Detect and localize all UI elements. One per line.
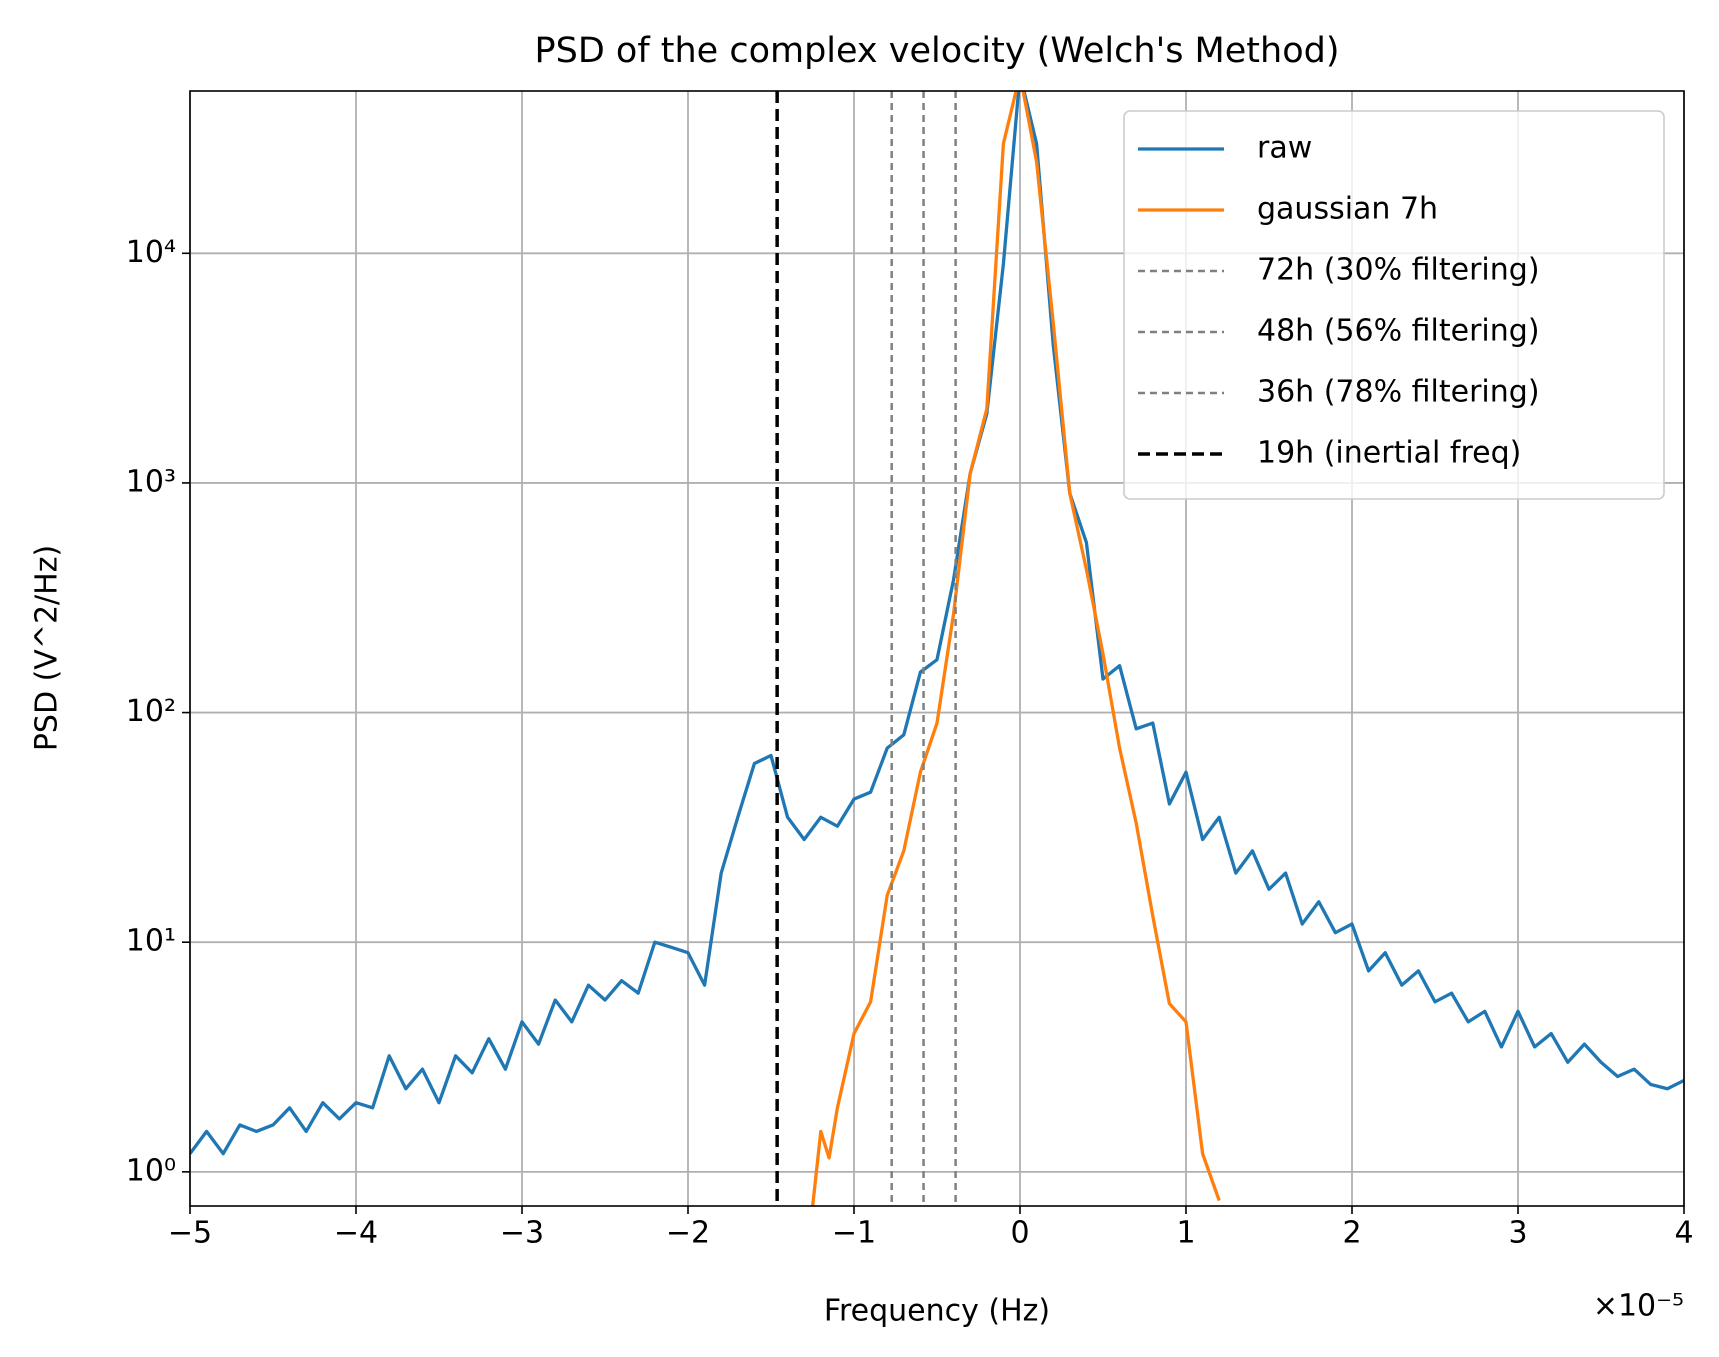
- y-axis-label: PSD (V^2/Hz): [30, 545, 65, 751]
- x-tick-label: 2: [1342, 1216, 1361, 1251]
- axes-frame: [189, 90, 1685, 1207]
- x-tick-label: −4: [334, 1216, 378, 1251]
- x-tick-label: 1: [1176, 1216, 1195, 1251]
- legend-label: raw: [1257, 131, 1312, 166]
- series-line: [810, 91, 1221, 1206]
- legend-label: 48h (56% filtering): [1257, 314, 1540, 349]
- legend: raw gaussian 7h 72h (30% filtering) 48h (56…: [1123, 110, 1665, 500]
- x-tick-label: −1: [832, 1216, 876, 1251]
- legend-label: 72h (30% filtering): [1257, 253, 1540, 288]
- chart-title: PSD of the complex velocity (Welch's Met…: [535, 31, 1340, 71]
- y-tick-label: 10¹: [126, 924, 176, 959]
- y-tick-label: 10⁰: [126, 1153, 176, 1188]
- plot-area: [190, 91, 1684, 1206]
- legend-label: gaussian 7h: [1257, 192, 1438, 227]
- legend-label: 36h (78% filtering): [1257, 375, 1540, 410]
- x-tick-label: −5: [168, 1216, 212, 1251]
- y-tick-label: 10²: [126, 694, 176, 729]
- x-axis-label: Frequency (Hz): [824, 1294, 1050, 1329]
- x-tick-label: −3: [500, 1216, 544, 1251]
- ticks: −5 −4 −3 −2 −1 0 1 2 3 4 10⁰ 10¹ 10² 10³ 10⁴: [126, 235, 1694, 1251]
- legend-label: 19h (inertial freq): [1257, 436, 1521, 471]
- x-tick-label: −2: [666, 1216, 710, 1251]
- y-tick-label: 10³: [126, 464, 176, 499]
- series-line: [190, 91, 1684, 1156]
- x-tick-label: 4: [1674, 1216, 1693, 1251]
- x-offset-label: ×10⁻⁵: [1593, 1289, 1684, 1324]
- x-tick-label: 3: [1508, 1216, 1527, 1251]
- x-tick-label: 0: [1010, 1216, 1029, 1251]
- y-tick-label: 10⁴: [126, 235, 176, 270]
- legend-box: [1123, 110, 1665, 500]
